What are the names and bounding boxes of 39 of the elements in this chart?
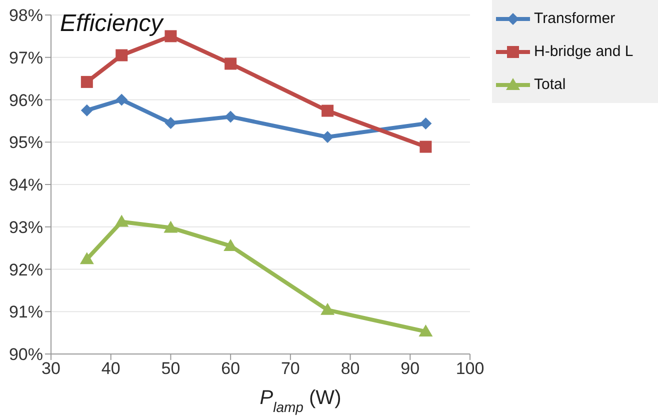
x-tick-label: 100 [456,359,484,378]
y-tick-label: 98% [8,6,43,26]
x-tick-label: 80 [340,359,360,378]
legend-label: H-bridge and L [534,43,634,60]
y-tick-label: 96% [8,90,43,110]
point [164,30,177,42]
point [164,220,178,233]
x-axis-title: P$_{lamp}$ (W) [260,387,342,415]
point [320,302,335,315]
y-tick-label: 97% [8,48,43,68]
point [322,104,334,117]
y-tick-label: 92% [8,260,43,280]
point [80,76,93,88]
x-tick-label: 90 [400,359,420,378]
point [420,117,432,130]
x-tick-label: 40 [101,359,120,378]
x-tick-label: 30 [42,359,60,378]
x-tick-label: 50 [161,359,180,378]
y-tick-label: 93% [8,218,43,237]
y-tick-label: 90% [8,345,43,364]
point [114,214,129,227]
point [418,324,433,337]
point [224,110,237,123]
point [116,49,128,62]
point [322,131,334,144]
legend-label: Total [534,76,566,93]
y-tick-label: 95% [8,133,43,152]
legend-label: Transformer [534,10,616,27]
chart-title: Efficiency [60,10,163,38]
y-tick-label: 94% [8,176,43,195]
point [224,58,237,70]
point [420,140,432,153]
x-tick-label: 70 [280,359,300,378]
x-tick-label: 60 [221,359,240,378]
point [116,94,128,106]
y-tick-label: 91% [8,302,43,322]
point [80,252,94,264]
point [80,104,93,116]
point [164,117,177,130]
